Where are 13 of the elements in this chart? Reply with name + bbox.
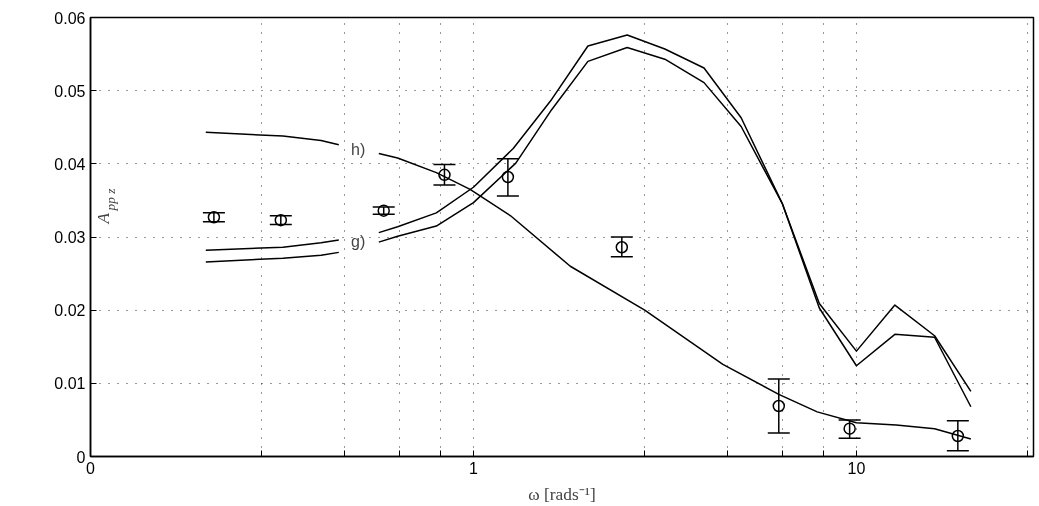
- y-tick-label: 0.04: [54, 155, 86, 173]
- y-tick-label: 0.02: [54, 302, 86, 320]
- y-tick-label: 0.03: [54, 229, 86, 246]
- y-axis-title: App z: [93, 187, 118, 225]
- annotation: g): [351, 233, 366, 251]
- x-axis-title: ω [rads⁻¹]: [528, 484, 596, 504]
- x-tick-label: 10: [847, 459, 866, 477]
- x-tick-label: 1: [469, 459, 479, 477]
- y-tick-label: 0: [76, 448, 86, 466]
- annotation: h): [351, 140, 366, 158]
- y-tick-label: 0.06: [54, 9, 86, 27]
- y-tick-label: 0.01: [54, 375, 86, 393]
- y-tick-label: 0.05: [54, 82, 86, 100]
